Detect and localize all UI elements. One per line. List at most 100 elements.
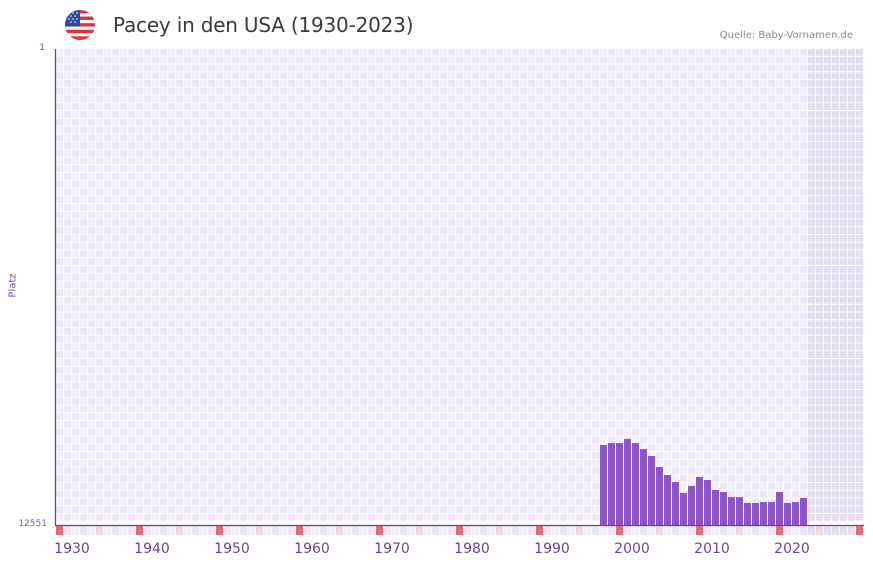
year-marker (456, 526, 463, 535)
year-marker (376, 526, 383, 535)
bar-2020[interactable] (776, 492, 783, 525)
bar-2011[interactable] (704, 480, 711, 525)
year-marker (672, 526, 679, 535)
year-marker (160, 526, 167, 535)
bar-2016[interactable] (744, 503, 751, 525)
year-marker (856, 526, 863, 535)
bar-2005[interactable] (656, 467, 663, 525)
year-marker (424, 526, 431, 535)
year-marker (256, 526, 263, 535)
year-marker (64, 526, 71, 535)
bar-2000[interactable] (616, 443, 623, 525)
chart-title: Pacey in den USA (1930-2023) (113, 13, 414, 37)
year-marker (648, 526, 655, 535)
x-tick-2010: 2010 (694, 541, 730, 557)
year-marker (296, 526, 303, 535)
year-marker (216, 526, 223, 535)
year-marker (312, 526, 319, 535)
bar-2007[interactable] (672, 482, 679, 525)
bar-1998[interactable] (600, 445, 607, 525)
year-marker (824, 526, 831, 535)
year-marker (320, 526, 327, 535)
year-marker (496, 526, 503, 535)
year-marker (840, 526, 847, 535)
bar-2013[interactable] (720, 492, 727, 525)
year-marker (576, 526, 583, 535)
year-marker (744, 526, 751, 535)
year-marker (464, 526, 471, 535)
bar-1999[interactable] (608, 443, 615, 525)
bar-2010[interactable] (696, 477, 703, 525)
year-marker (520, 526, 527, 535)
bar-2015[interactable] (736, 497, 743, 525)
year-marker (528, 526, 535, 535)
source-credit: Quelle: Baby-Vornamen.de (719, 30, 853, 41)
year-marker (336, 526, 343, 535)
bar-2009[interactable] (688, 486, 695, 525)
year-marker (416, 526, 423, 535)
year-marker (200, 526, 207, 535)
y-tick-top: 1 (39, 43, 45, 53)
year-marker (432, 526, 439, 535)
year-marker (440, 526, 447, 535)
year-marker (72, 526, 79, 535)
year-marker (792, 526, 799, 535)
year-marker (152, 526, 159, 535)
year-marker (80, 526, 87, 535)
year-marker (128, 526, 135, 535)
x-tick-2020: 2020 (774, 541, 810, 557)
year-marker (536, 526, 543, 535)
bar-2021[interactable] (784, 503, 791, 525)
y-tick-bottom: 12551 (18, 519, 47, 529)
year-marker (192, 526, 199, 535)
year-marker (600, 526, 607, 535)
year-marker (288, 526, 295, 535)
year-marker (712, 526, 719, 535)
bar-2019[interactable] (768, 502, 775, 525)
year-marker (616, 526, 623, 535)
year-marker (544, 526, 551, 535)
year-marker (784, 526, 791, 535)
year-marker (552, 526, 559, 535)
year-marker (264, 526, 271, 535)
bar-2006[interactable] (664, 475, 671, 525)
bar-2014[interactable] (728, 497, 735, 525)
year-marker (728, 526, 735, 535)
year-marker (696, 526, 703, 535)
x-tick-1960: 1960 (294, 541, 330, 557)
x-tick-1970: 1970 (374, 541, 410, 557)
bar-2018[interactable] (760, 502, 767, 525)
year-marker (488, 526, 495, 535)
x-tick-2000: 2000 (614, 541, 650, 557)
year-marker (120, 526, 127, 535)
year-marker (384, 526, 391, 535)
year-marker (392, 526, 399, 535)
x-tick-1930: 1930 (54, 541, 90, 557)
year-marker (448, 526, 455, 535)
year-marker (800, 526, 807, 535)
year-marker (720, 526, 727, 535)
bar-2022[interactable] (792, 502, 799, 525)
year-marker (832, 526, 839, 535)
bar-2003[interactable] (640, 448, 647, 525)
bar-2002[interactable] (632, 443, 639, 525)
year-marker (776, 526, 783, 535)
bar-2004[interactable] (648, 456, 655, 525)
year-marker (768, 526, 775, 535)
year-marker (360, 526, 367, 535)
year-marker (88, 526, 95, 535)
bar-2008[interactable] (680, 493, 687, 525)
bar-2017[interactable] (752, 503, 759, 525)
year-marker (400, 526, 407, 535)
year-marker (328, 526, 335, 535)
bar-2023[interactable] (800, 498, 807, 525)
x-tick-1990: 1990 (534, 541, 570, 557)
bar-2001[interactable] (624, 439, 631, 525)
year-marker (304, 526, 311, 535)
year-marker (680, 526, 687, 535)
year-marker (656, 526, 663, 535)
year-marker (96, 526, 103, 535)
year-marker (168, 526, 175, 535)
bar-2012[interactable] (712, 490, 719, 525)
